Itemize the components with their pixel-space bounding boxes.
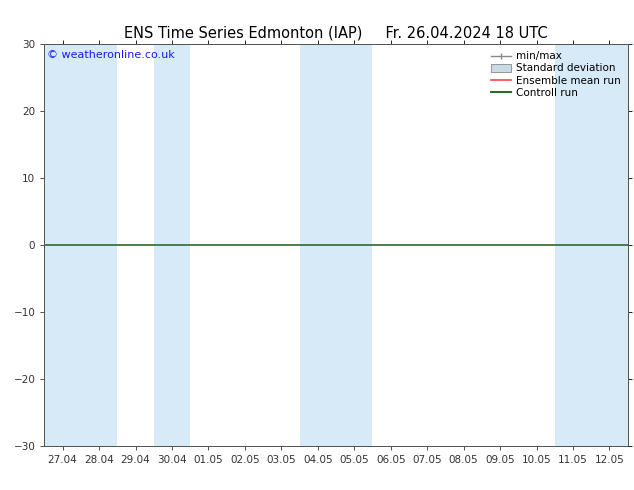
Title: ENS Time Series Edmonton (IAP)     Fr. 26.04.2024 18 UTC: ENS Time Series Edmonton (IAP) Fr. 26.04… — [124, 25, 548, 40]
Bar — [555, 44, 591, 446]
Legend: min/max, Standard deviation, Ensemble mean run, Controll run: min/max, Standard deviation, Ensemble me… — [486, 47, 624, 102]
Bar — [336, 44, 372, 446]
Bar — [591, 44, 628, 446]
Bar — [44, 44, 81, 446]
Bar — [81, 44, 117, 446]
Text: © weatheronline.co.uk: © weatheronline.co.uk — [48, 50, 175, 60]
Bar — [299, 44, 336, 446]
Bar — [153, 44, 190, 446]
